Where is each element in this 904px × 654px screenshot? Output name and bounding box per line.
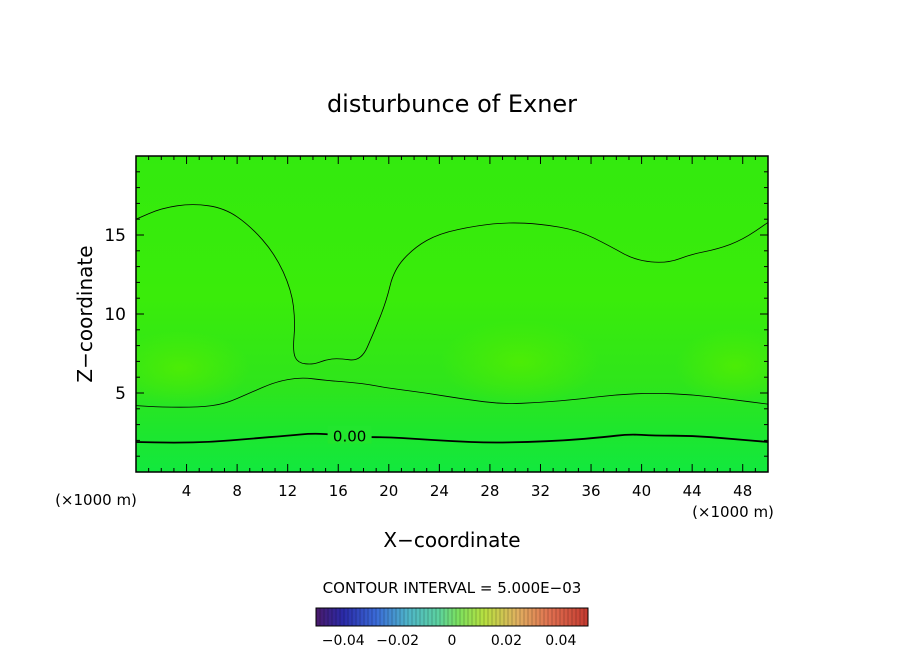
- colorbar-bands: [319, 608, 585, 626]
- colorbar-tick-label: 0.02: [491, 633, 522, 649]
- x-tick-label: 20: [379, 482, 398, 500]
- field-maximum: [675, 328, 768, 404]
- x-tick-label: 40: [632, 482, 651, 500]
- y-unit-label: (×1000 m): [55, 491, 137, 509]
- x-unit-label: (×1000 m): [692, 503, 774, 521]
- colorbar-tick-label: −0.02: [376, 633, 419, 649]
- colorbar-tick-label: 0: [448, 633, 457, 649]
- colorbar-ticks: −0.04 −0.02 0 0.02 0.04: [322, 633, 577, 649]
- colorbar-tick-label: 0.04: [545, 633, 576, 649]
- contour-interval-label: CONTOUR INTERVAL = 5.000E−03: [323, 579, 582, 597]
- chart-title: disturbunce of Exner: [327, 90, 577, 118]
- zero-contour-line: [136, 432, 768, 444]
- x-axis-label: X−coordinate: [383, 528, 520, 552]
- x-tick-label: 28: [480, 482, 499, 500]
- x-tick-label: 24: [430, 482, 449, 500]
- plot-area: 0.00: [136, 156, 768, 472]
- contour-line: [136, 377, 768, 408]
- y-axis-ticks: 5 10 15: [104, 171, 768, 457]
- contour-label: 0.00: [333, 428, 366, 446]
- x-tick-label: 4: [182, 482, 192, 500]
- field-background: [136, 156, 768, 472]
- x-tick-label: 32: [531, 482, 550, 500]
- x-tick-label: 44: [683, 482, 702, 500]
- y-tick-label: 15: [104, 226, 126, 246]
- contour-lines: 0.00: [136, 204, 768, 446]
- field-maximum: [136, 330, 250, 406]
- colorbar: −0.04 −0.02 0 0.02 0.04: [315, 607, 589, 649]
- y-tick-label: 5: [115, 384, 126, 404]
- y-axis-label: Z−coordinate: [73, 245, 97, 382]
- colorbar-ramp: [316, 608, 588, 626]
- x-tick-label: 12: [278, 482, 297, 500]
- x-axis-ticks: 4 8 12 16 20 24 28 32 36 40 44 48: [148, 156, 756, 500]
- x-tick-label: 48: [733, 482, 752, 500]
- colorbar-frame: [315, 607, 589, 627]
- contour-label-bg: [327, 425, 372, 444]
- colorbar-tick-label: −0.04: [322, 633, 365, 649]
- field-maximum: [440, 320, 600, 404]
- contour-line: [136, 204, 768, 365]
- x-tick-label: 8: [232, 482, 242, 500]
- x-tick-label: 16: [329, 482, 348, 500]
- y-tick-label: 10: [104, 305, 126, 325]
- x-tick-label: 36: [581, 482, 600, 500]
